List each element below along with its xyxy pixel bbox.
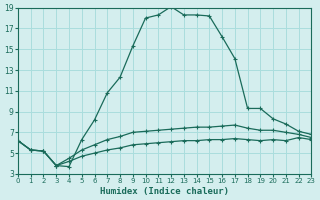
X-axis label: Humidex (Indice chaleur): Humidex (Indice chaleur) (100, 187, 229, 196)
